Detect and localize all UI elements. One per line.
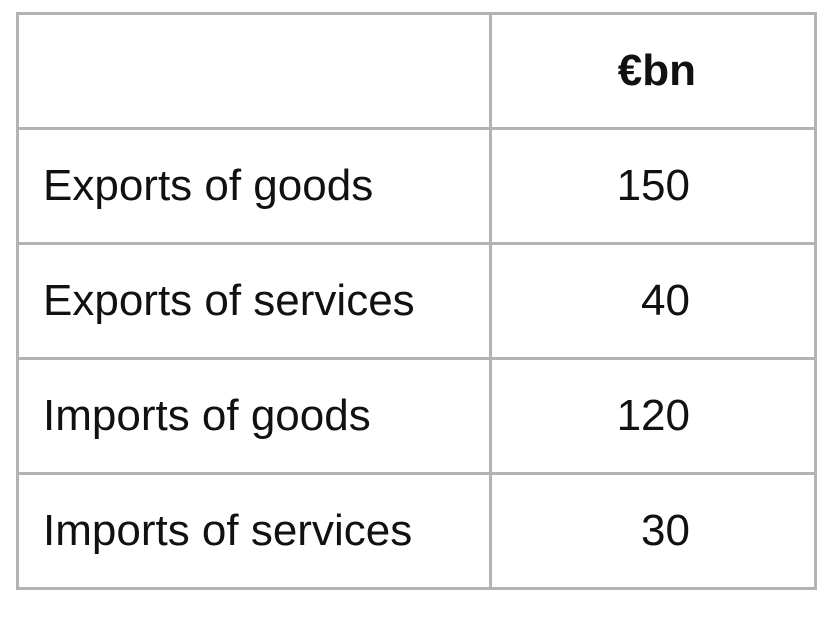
row-value-exports-services: 40 [489, 242, 817, 360]
trade-table: €bn Exports of goods 150 Exports of serv… [16, 12, 817, 590]
trade-table-container: €bn Exports of goods 150 Exports of serv… [16, 12, 817, 590]
table-row: Exports of goods 150 [16, 127, 817, 245]
header-unit-cell: €bn [489, 12, 817, 130]
table-header-row: €bn [16, 12, 817, 130]
row-value-imports-services: 30 [489, 472, 817, 590]
row-label-imports-services: Imports of services [16, 472, 492, 590]
row-label-imports-goods: Imports of goods [16, 357, 492, 475]
row-label-exports-goods: Exports of goods [16, 127, 492, 245]
header-empty-cell [16, 12, 492, 130]
table-row: Imports of services 30 [16, 472, 817, 590]
table-row: Imports of goods 120 [16, 357, 817, 475]
table-row: Exports of services 40 [16, 242, 817, 360]
row-value-exports-goods: 150 [489, 127, 817, 245]
row-value-imports-goods: 120 [489, 357, 817, 475]
row-label-exports-services: Exports of services [16, 242, 492, 360]
